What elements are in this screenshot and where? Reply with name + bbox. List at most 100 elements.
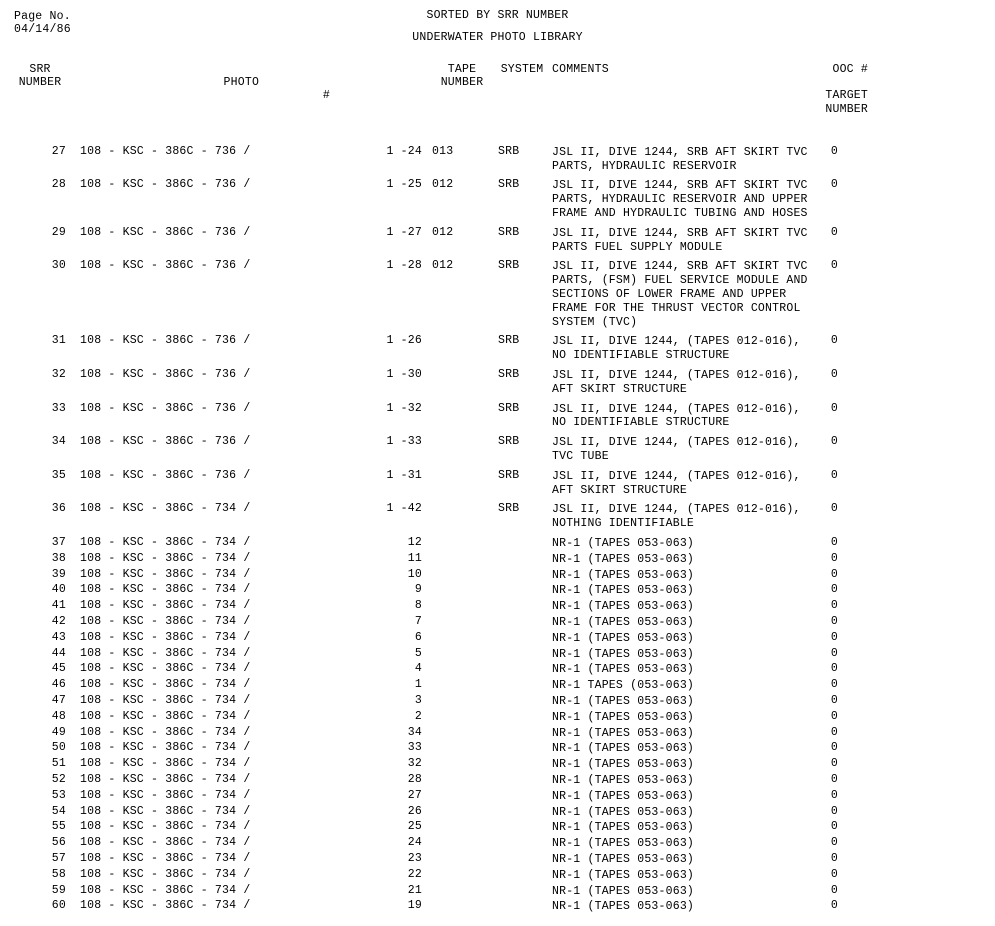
table-row: 52108 - KSC - 386C - 734 /28NR-1 (TAPES … <box>14 774 981 788</box>
table-row: 60108 - KSC - 386C - 734 /19NR-1 (TAPES … <box>14 900 981 914</box>
cell-comments: JSL II, DIVE 1244, (TAPES 012-016), TVC … <box>552 436 812 464</box>
cell-srr: 38 <box>14 553 74 565</box>
table-row: 54108 - KSC - 386C - 734 /26NR-1 (TAPES … <box>14 806 981 820</box>
cell-photo: 108 - KSC - 386C - 734 / <box>80 553 360 565</box>
table-row: 58108 - KSC - 386C - 734 /22NR-1 (TAPES … <box>14 869 981 883</box>
cell-system: SRB <box>498 335 546 347</box>
cell-seq: 1 -31 <box>366 470 426 482</box>
cell-ooc: 0 <box>818 663 838 675</box>
cell-srr: 55 <box>14 821 74 833</box>
cell-comments: JSL II, DIVE 1244, SRB AFT SKIRT TVC PAR… <box>552 260 812 329</box>
cell-srr: 36 <box>14 503 74 515</box>
cell-ooc: 0 <box>818 774 838 786</box>
cell-seq: 34 <box>366 727 426 739</box>
cell-seq: 3 <box>366 695 426 707</box>
cell-photo: 108 - KSC - 386C - 734 / <box>80 569 360 581</box>
cell-comments: NR-1 (TAPES 053-063) <box>552 806 812 820</box>
cell-seq: 1 -32 <box>366 403 426 415</box>
cell-srr: 43 <box>14 632 74 644</box>
table-row: 48108 - KSC - 386C - 734 /2NR-1 (TAPES 0… <box>14 711 981 725</box>
cell-seq: 19 <box>366 900 426 912</box>
cell-seq: 1 <box>366 679 426 691</box>
cell-seq: 27 <box>366 790 426 802</box>
table-row: 42108 - KSC - 386C - 734 /7NR-1 (TAPES 0… <box>14 616 981 630</box>
table-row: 57 108 - KSC - 386C - 734 / 23 NR-1 (TAPES … <box>14 853 981 867</box>
cell-system: SRB <box>498 470 546 482</box>
cell-seq: 9 <box>366 584 426 596</box>
cell-photo: 108 - KSC - 386C - 734 / <box>80 774 360 786</box>
cell-system: SRB <box>498 436 546 448</box>
cell-ooc: 0 <box>818 146 838 158</box>
cell-srr: 40 <box>14 584 74 596</box>
cell-ooc: 0 <box>818 679 838 691</box>
cell-srr: 49 <box>14 727 74 739</box>
table-row: 40108 - KSC - 386C - 734 /9NR-1 (TAPES 0… <box>14 584 981 598</box>
cell-srr: 35 <box>14 470 74 482</box>
cell-ooc: 0 <box>818 727 838 739</box>
cell-comments: NR-1 (TAPES 053-063) <box>552 853 812 867</box>
cell-comments: JSL II, DIVE 1244, (TAPES 012-016), AFT … <box>552 369 812 397</box>
cell-photo: 108 - KSC - 386C - 734 / <box>80 632 360 644</box>
cell-photo: 108 - KSC - 386C - 736 / <box>80 436 360 448</box>
cell-photo: 108 - KSC - 386C - 734 / <box>80 695 360 707</box>
cell-photo: 108 - KSC - 386C - 734 / <box>80 537 360 549</box>
cell-comments: JSL II, DIVE 1244, (TAPES 012-016), NOTH… <box>552 503 812 531</box>
cell-photo: 108 - KSC - 386C - 734 / <box>80 648 360 660</box>
cell-ooc: 0 <box>818 853 838 865</box>
table-row: 53108 - KSC - 386C - 734 /27NR-1 (TAPES … <box>14 790 981 804</box>
cell-photo: 108 - KSC - 386C - 734 / <box>80 758 360 770</box>
table-row: 31108 - KSC - 386C - 736 /1 -26SRBJSL II… <box>14 335 981 363</box>
cell-photo: 108 - KSC - 386C - 734 / <box>80 600 360 612</box>
table-row: 41108 - KSC - 386C - 734 /8NR-1 (TAPES 0… <box>14 600 981 614</box>
table-row: 59108 - KSC - 386C - 734 /21NR-1 (TAPES … <box>14 885 981 899</box>
cell-photo: 108 - KSC - 386C - 736 / <box>80 335 360 347</box>
cell-comments: JSL II, DIVE 1244, SRB AFT SKIRT TVC PAR… <box>552 179 812 220</box>
cell-comments: NR-1 (TAPES 053-063) <box>552 774 812 788</box>
cell-ooc: 0 <box>818 600 838 612</box>
cell-seq: 25 <box>366 821 426 833</box>
cell-photo: 108 - KSC - 386C - 734 / <box>80 869 360 881</box>
table-row: 56108 - KSC - 386C - 734 /24NR-1 (TAPES … <box>14 837 981 851</box>
cell-seq: 1 -30 <box>366 369 426 381</box>
table-row: 51108 - KSC - 386C - 734 /32NR-1 (TAPES … <box>14 758 981 772</box>
cell-seq: 21 <box>366 885 426 897</box>
cell-system: SRB <box>498 369 546 381</box>
cell-system: SRB <box>498 260 546 272</box>
hdr-photo-text: PHOTO <box>224 76 260 89</box>
cell-ooc: 0 <box>818 758 838 770</box>
cell-system: SRB <box>498 146 546 158</box>
cell-photo: 108 - KSC - 386C - 734 / <box>80 663 360 675</box>
cell-srr: 57 <box>14 853 74 865</box>
cell-comments: JSL II, DIVE 1244, SRB AFT SKIRT TVC PAR… <box>552 227 812 255</box>
cell-comments: NR-1 (TAPES 053-063) <box>552 663 812 677</box>
cell-comments: NR-1 (TAPES 053-063) <box>552 616 812 630</box>
cell-ooc: 0 <box>818 900 838 912</box>
cell-srr: 28 <box>14 179 74 191</box>
cell-comments: NR-1 (TAPES 053-063) <box>552 790 812 804</box>
cell-srr: 39 <box>14 569 74 581</box>
cell-comments: NR-1 (TAPES 053-063) <box>552 632 812 646</box>
cell-ooc: 0 <box>818 537 838 549</box>
cell-seq: 23 <box>366 853 426 865</box>
table-row: 55108 - KSC - 386C - 734 /25NR-1 (TAPES … <box>14 821 981 835</box>
cell-srr: 59 <box>14 885 74 897</box>
cell-srr: 51 <box>14 758 74 770</box>
cell-ooc: 0 <box>818 821 838 833</box>
cell-seq: 8 <box>366 600 426 612</box>
cell-seq: 32 <box>366 758 426 770</box>
report-title-2: UNDERWATER PHOTO LIBRARY <box>14 32 981 44</box>
cell-photo: 108 - KSC - 386C - 734 / <box>80 806 360 818</box>
cell-ooc: 0 <box>818 335 838 347</box>
table-row: 47108 - KSC - 386C - 734 /3NR-1 (TAPES 0… <box>14 695 981 709</box>
cell-seq: 1 -24 <box>366 146 426 158</box>
cell-system: SRB <box>498 179 546 191</box>
cell-photo: 108 - KSC - 386C - 734 / <box>80 821 360 833</box>
cell-ooc: 0 <box>818 790 838 802</box>
cell-photo: 108 - KSC - 386C - 736 / <box>80 403 360 415</box>
cell-photo: 108 - KSC - 386C - 734 / <box>80 853 360 865</box>
cell-comments: NR-1 (TAPES 053-063) <box>552 742 812 756</box>
cell-ooc: 0 <box>818 227 838 239</box>
cell-ooc: 0 <box>818 369 838 381</box>
cell-seq: 1 -27 <box>366 227 426 239</box>
cell-srr: 52 <box>14 774 74 786</box>
